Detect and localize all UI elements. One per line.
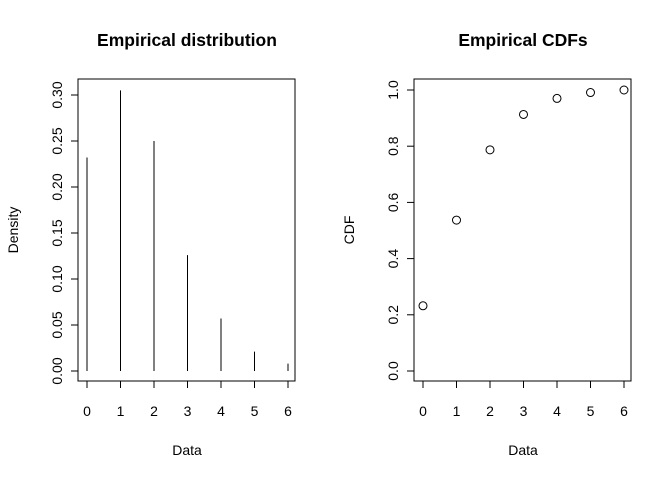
density-y-tick-label: 0.30 (49, 81, 65, 108)
density-panel: Empirical distribution Data Density 0 1 2 3… (5, 30, 296, 458)
cdf-y-ticks: 0.0 0.2 0.4 0.6 0.8 1.0 (385, 80, 414, 381)
cdf-y-tick-label: 0.6 (385, 192, 401, 212)
density-x-tick-label: 1 (117, 403, 125, 419)
density-x-tick-label: 2 (150, 403, 158, 419)
cdf-point (552, 93, 562, 103)
cdf-title: Empirical CDFs (458, 30, 588, 50)
cdf-y-axis-label: CDF (341, 216, 357, 245)
density-x-tick-label: 6 (284, 403, 292, 419)
cdf-x-tick-label: 5 (587, 403, 595, 419)
cdf-y-tick-label: 1.0 (385, 80, 401, 100)
density-y-ticks: 0.00 0.05 0.10 0.15 0.20 0.25 0.30 (49, 81, 78, 385)
cdf-x-tick-label: 6 (620, 403, 628, 419)
density-plot-frame (77, 78, 296, 382)
density-y-tick-label: 0.25 (49, 127, 65, 154)
cdf-y-tick-label: 0.0 (385, 361, 401, 381)
density-y-tick-label: 0.00 (49, 357, 65, 384)
cdf-point (485, 145, 495, 155)
density-x-tick-label: 4 (217, 403, 225, 419)
cdf-plot-frame (413, 78, 632, 382)
cdf-x-tick-label: 3 (520, 403, 528, 419)
density-x-tick-label: 0 (83, 403, 91, 419)
density-x-tick-label: 3 (184, 403, 192, 419)
density-y-axis-label: Density (5, 207, 21, 254)
cdf-x-tick-label: 0 (419, 403, 427, 419)
cdf-x-tick-label: 2 (486, 403, 494, 419)
density-y-tick-label: 0.20 (49, 173, 65, 200)
density-title: Empirical distribution (97, 30, 277, 50)
cdf-y-tick-label: 0.8 (385, 136, 401, 156)
cdf-points (418, 85, 629, 311)
cdf-point (519, 109, 528, 119)
cdf-point (418, 301, 428, 311)
density-y-tick-label: 0.10 (49, 265, 65, 292)
cdf-y-tick-label: 0.4 (385, 249, 401, 269)
cdf-x-axis-label: Data (508, 442, 538, 458)
cdf-x-tick-label: 1 (453, 403, 461, 419)
cdf-point (586, 88, 595, 98)
density-x-tick-label: 5 (251, 403, 259, 419)
density-y-tick-label: 0.15 (49, 219, 65, 246)
cdf-x-tick-label: 4 (553, 403, 561, 419)
cdf-y-tick-label: 0.2 (385, 305, 401, 325)
cdf-point (452, 215, 461, 225)
density-x-axis-label: Data (172, 442, 202, 458)
density-bars (86, 90, 289, 371)
cdf-x-ticks: 0 1 2 3 4 5 6 (419, 381, 628, 419)
cdf-point (619, 85, 629, 95)
density-y-tick-label: 0.05 (49, 311, 65, 338)
density-x-ticks: 0 1 2 3 4 5 6 (83, 381, 292, 419)
